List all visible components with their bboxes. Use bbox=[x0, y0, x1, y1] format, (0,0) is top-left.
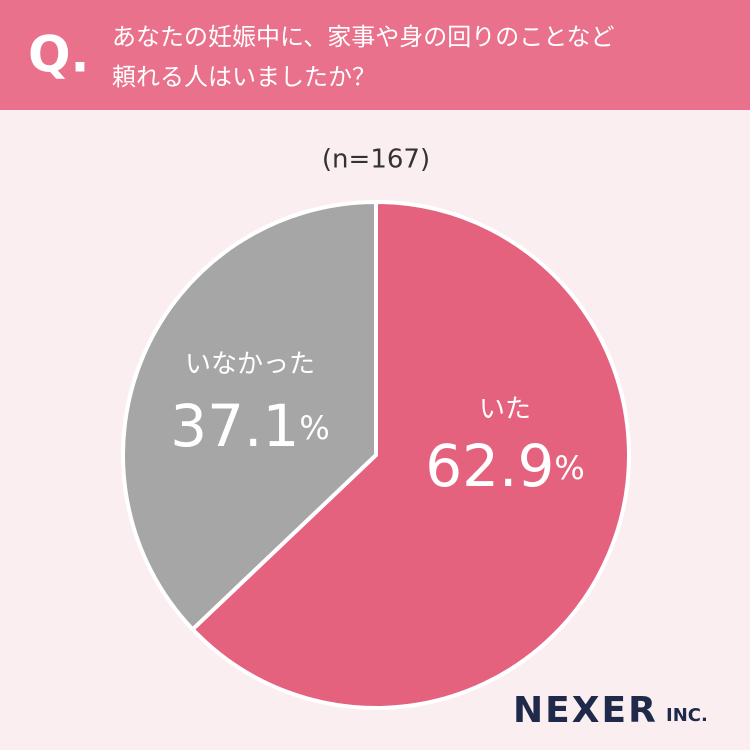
pie-slice bbox=[121, 199, 378, 633]
pie bbox=[121, 199, 631, 710]
slice-label: いなかった bbox=[185, 350, 315, 380]
slice-label: いた bbox=[479, 395, 531, 425]
logo-suffix: INC. bbox=[666, 705, 708, 726]
chart-subtitle: (n=167) bbox=[322, 145, 430, 175]
pie-slice bbox=[189, 199, 631, 710]
chart-title: あなたの妊娠中に、家事や身の回りのことなど bbox=[112, 23, 615, 51]
data-label: 62.9% bbox=[425, 432, 585, 500]
logo: NEXER bbox=[513, 690, 658, 731]
chart-title: 頼れる人はいましたか？ bbox=[112, 63, 376, 91]
question-mark: Q. bbox=[28, 26, 90, 84]
data-label: 37.1% bbox=[170, 392, 330, 460]
header-band bbox=[0, 0, 750, 110]
